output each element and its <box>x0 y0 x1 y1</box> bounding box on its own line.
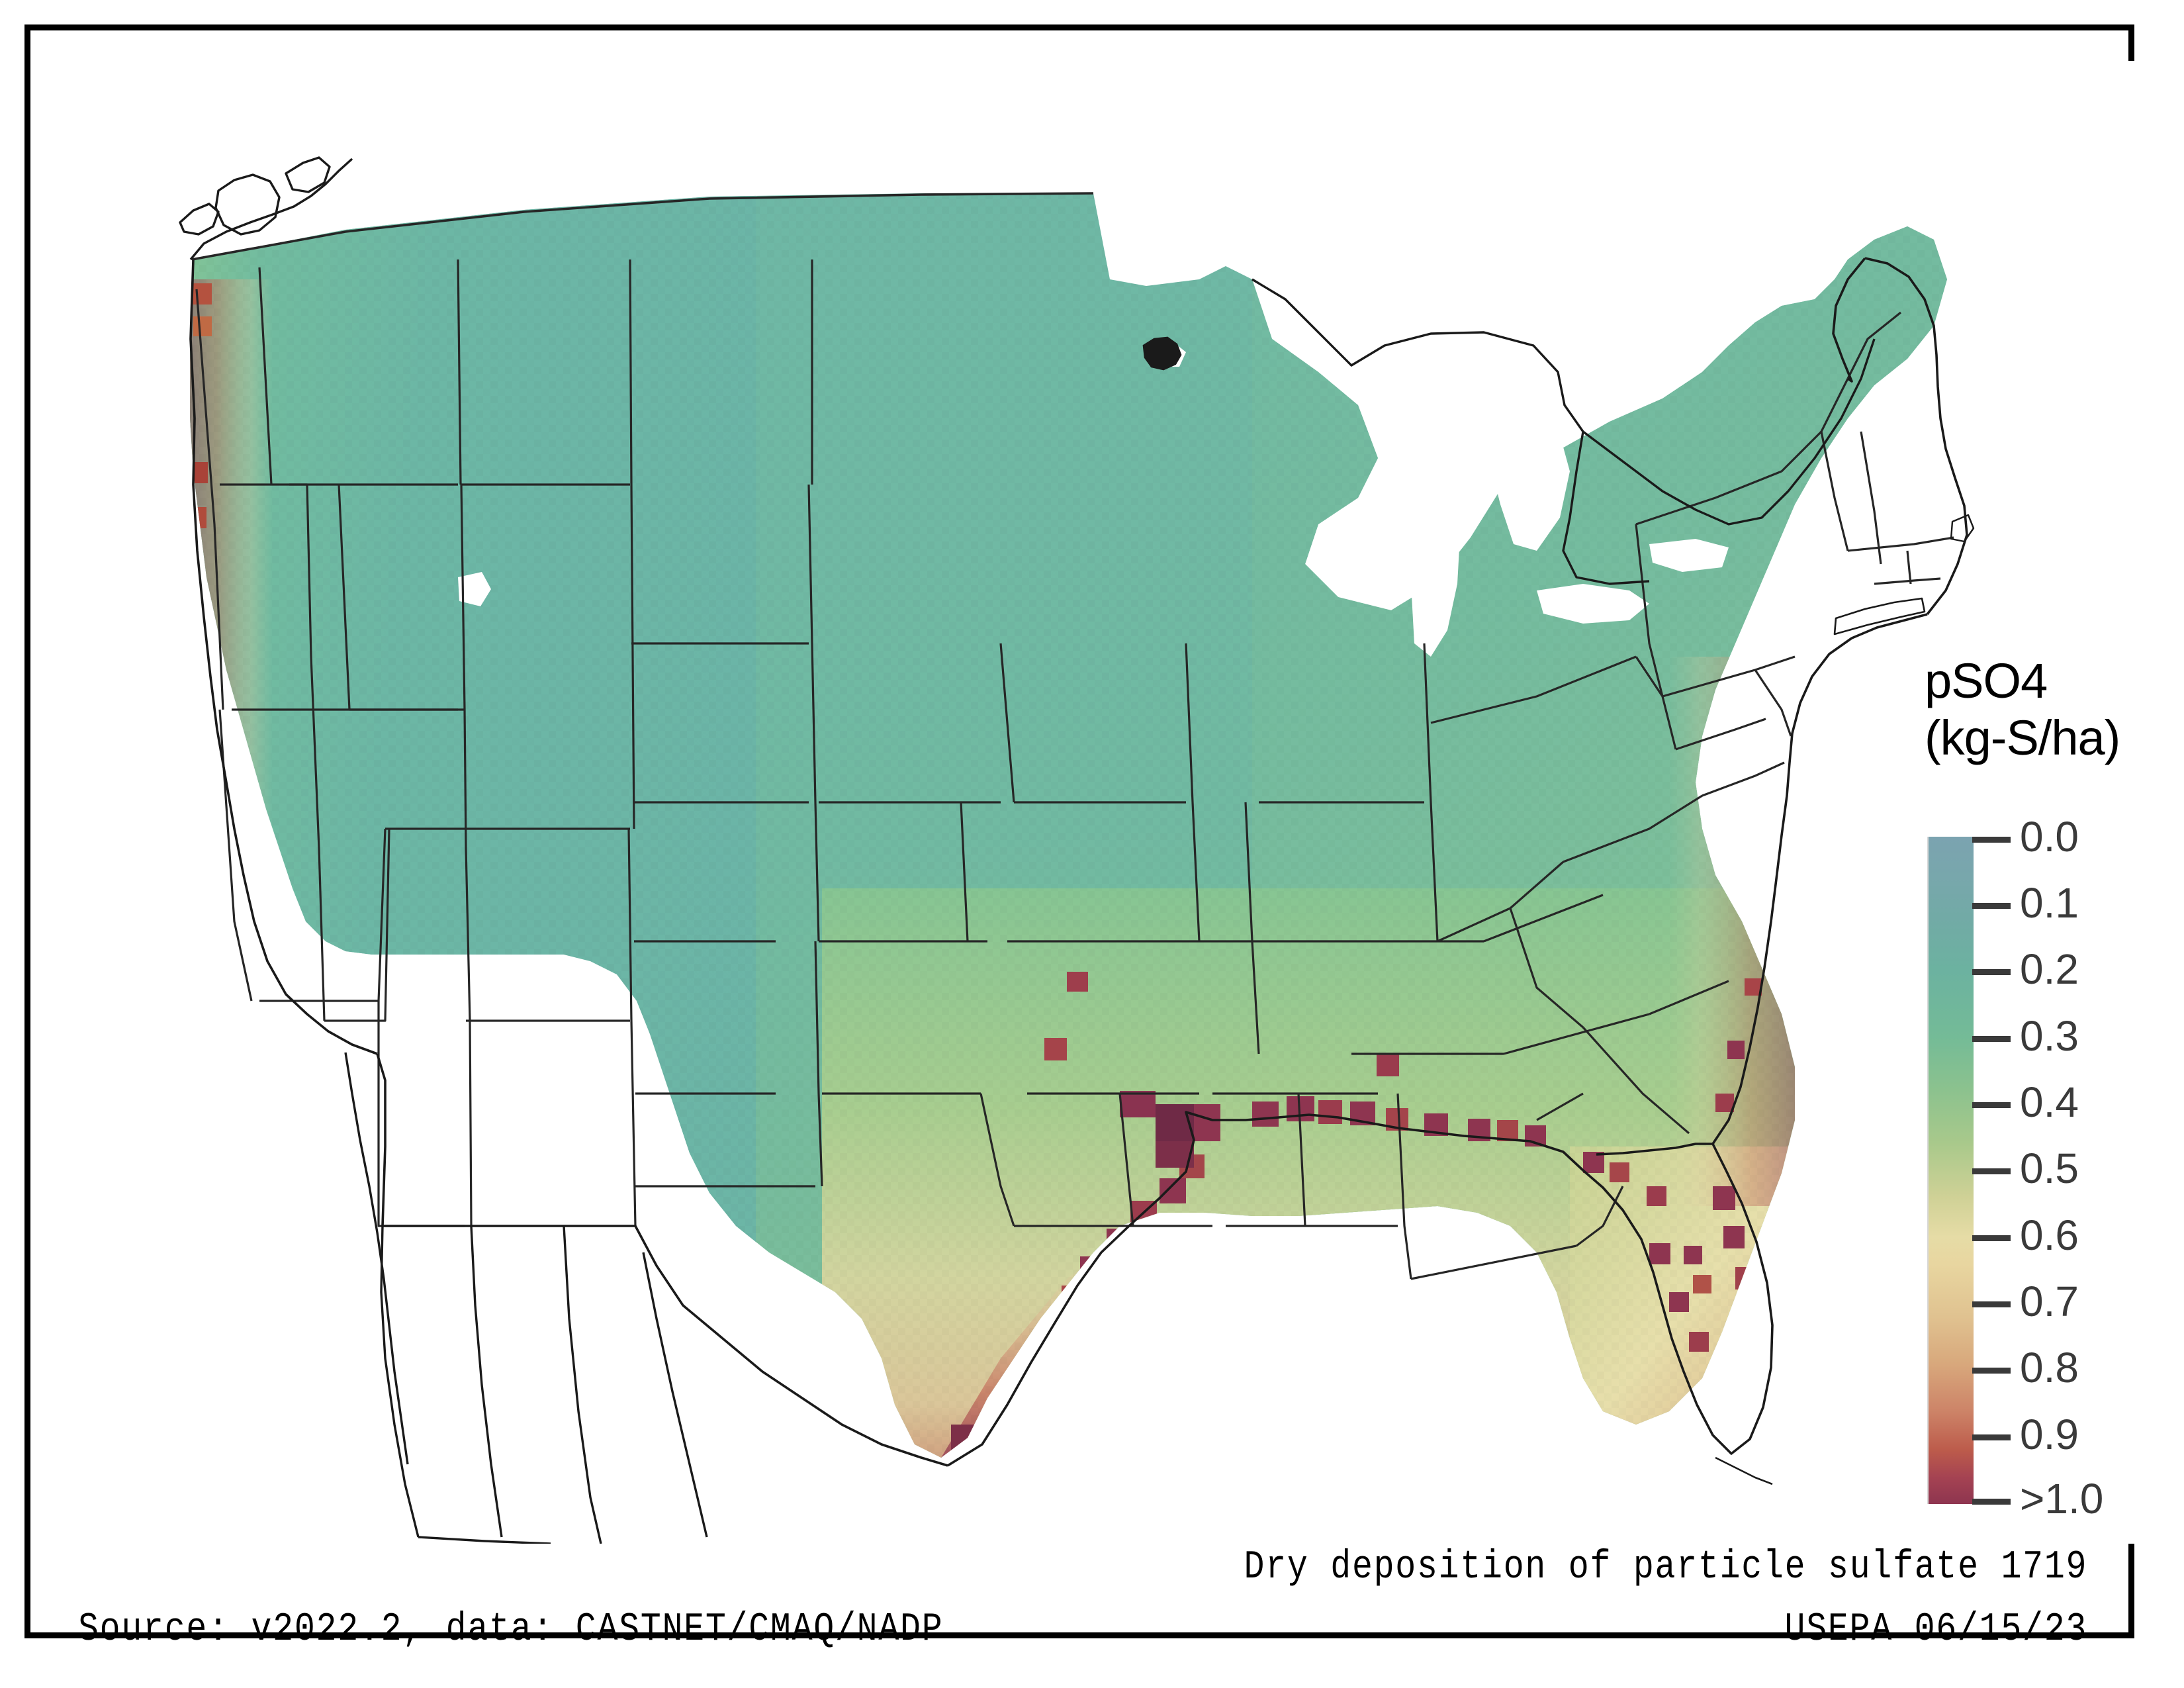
credit-line: USEPA 06/15/23 <box>1784 1607 2087 1652</box>
colorbar-label-8: 0.8 <box>2020 1344 2079 1391</box>
colorbar-label-1: 0.1 <box>2020 879 2079 927</box>
lake-of-the-woods-detail <box>1142 336 1182 371</box>
colorbar-title: pSO4 (kg-S/ha) <box>1925 653 2120 767</box>
colorbar-label-0: 0.0 <box>2020 813 2079 861</box>
colorbar-gradient <box>1927 837 1974 1504</box>
colorbar-title-line2: (kg-S/ha) <box>1925 710 2120 765</box>
colorbar-tick-9 <box>1972 1434 2011 1440</box>
water-bodies <box>458 339 1786 806</box>
colorbar-tick-1 <box>1972 903 2011 909</box>
colorbar-tick-7 <box>1972 1301 2011 1307</box>
coastline <box>189 257 1975 1485</box>
figure-caption: Dry deposition of particle sulfate 1719 <box>1244 1545 2087 1590</box>
colorbar-label-4: 0.4 <box>2020 1078 2079 1126</box>
colorbar-tick-8 <box>1972 1368 2011 1374</box>
colorbar-tick-0 <box>1972 837 2011 843</box>
colorbar-label-9: 0.9 <box>2020 1411 2079 1458</box>
colorbar-legend: pSO4 (kg-S/ha) 0.0 0.1 0.2 0.3 0.4 <box>1884 653 2161 1526</box>
colorbar-tick-5 <box>1972 1168 2011 1174</box>
source-line: Source: v2022.2, data: CASTNET/CMAQ/NADP <box>78 1607 944 1652</box>
colorbar-label-7: 0.7 <box>2020 1278 2079 1325</box>
map-canvas <box>61 61 2159 1544</box>
colorbar-tick-2 <box>1972 969 2011 975</box>
colorbar-wrap: 0.0 0.1 0.2 0.3 0.4 0.5 0.6 0.7 0.8 0.9 … <box>1927 816 2103 1520</box>
neighbor-country-outlines <box>179 156 1876 1544</box>
conus-deposition-raster <box>61 61 2159 1544</box>
colorbar-label-2: 0.2 <box>2020 945 2079 993</box>
colorbar-tick-10 <box>1972 1499 2011 1505</box>
colorbar-tick-4 <box>1972 1102 2011 1108</box>
colorbar-label-5: 0.5 <box>2020 1145 2079 1192</box>
colorbar-title-line1: pSO4 <box>1925 653 2048 708</box>
colorbar-label-3: 0.3 <box>2020 1012 2079 1060</box>
colorbar-tick-3 <box>1972 1036 2011 1042</box>
colorbar-label-6: 0.6 <box>2020 1211 2079 1259</box>
colorbar-tick-6 <box>1972 1235 2011 1241</box>
colorbar-label-10: >1.0 <box>2020 1475 2104 1523</box>
figure-frame: pSO4 (kg-S/ha) 0.0 0.1 0.2 0.3 0.4 <box>24 24 2159 1652</box>
